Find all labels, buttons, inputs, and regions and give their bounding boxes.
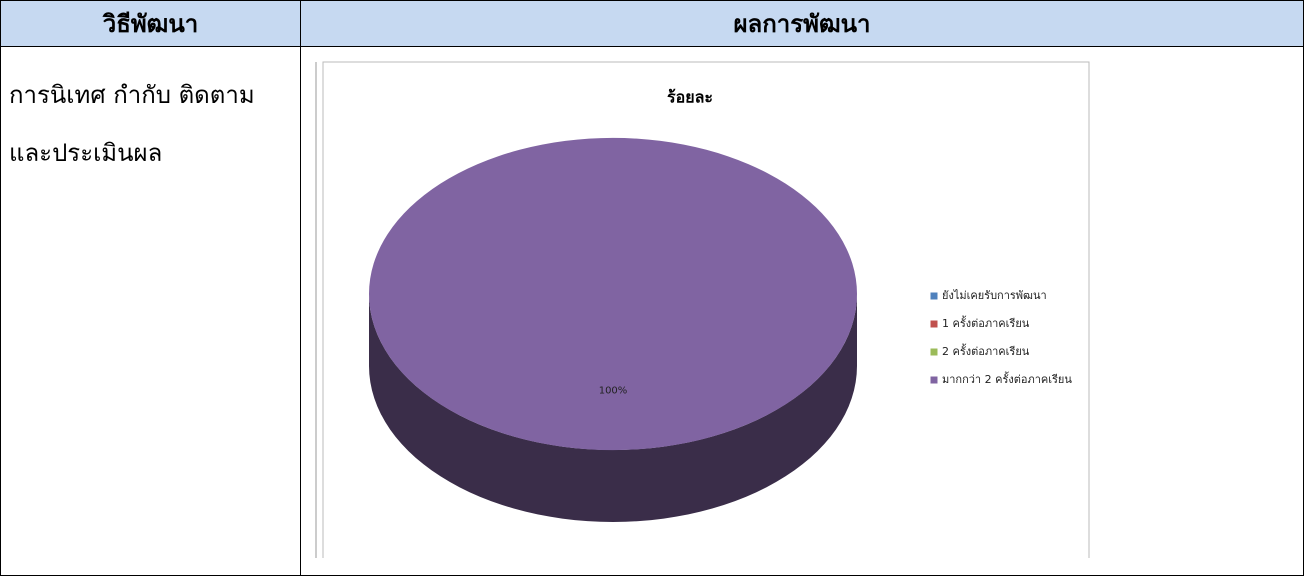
legend-swatch [929, 291, 939, 301]
legend-swatch [929, 319, 939, 329]
legend-label: ยังไม่เคยรับการพัฒนา [942, 289, 1047, 302]
legend-label: 1 ครั้งต่อภาคเรียน [942, 315, 1030, 330]
header-text: วิธีพัฒนา [102, 10, 199, 38]
pie-slice [368, 137, 858, 451]
data-label: 100% [599, 386, 628, 397]
cell-text: การนิเทศ กำกับ ติดตาม [9, 81, 255, 109]
header-cell: วิธีพัฒนา [0, 0, 301, 47]
legend-label: มากกว่า 2 ครั้งต่อภาคเรียน [942, 371, 1072, 386]
pie-side [369, 294, 857, 522]
header-text: ผลการพัฒนา [733, 10, 871, 38]
legend-swatch [929, 347, 939, 357]
body-cell: การนิเทศ กำกับ ติดตาม และประเมินผล [0, 46, 301, 576]
legend-label: 2 ครั้งต่อภาคเรียน [942, 343, 1030, 358]
chart-title: ร้อยละ [667, 88, 713, 107]
legend-swatch [929, 375, 939, 385]
cell-text: และประเมินผล [9, 139, 163, 167]
